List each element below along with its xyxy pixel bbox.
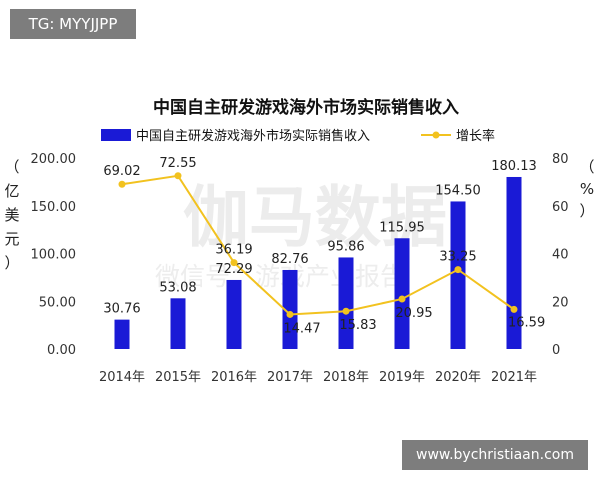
bar: [170, 298, 186, 349]
y-right-tick: 20: [552, 295, 569, 310]
y-right-label-char: （: [579, 158, 594, 176]
axes: 0.00 50.00 100.00 150.00 200.00 0 20 40 60 80 （ 亿美元…: [4, 152, 594, 385]
x-tick-label: 2019年: [379, 370, 425, 385]
growth-line: [118, 172, 518, 318]
bar-value-label: 115.95: [379, 220, 425, 235]
bar-value-label: 30.76: [103, 302, 140, 317]
growth-point: [230, 259, 238, 267]
x-tick-label: 2014年: [99, 370, 145, 385]
x-tick-label: 2016年: [211, 370, 257, 385]
y-right-tick: 60: [552, 200, 569, 215]
growth-value-label: 14.47: [283, 321, 320, 336]
growth-value-label: 20.95: [395, 306, 432, 321]
tag-label: TG: MYYJJPP: [10, 9, 136, 39]
bar-value-label: 180.13: [491, 159, 537, 174]
bar-value-label: 154.50: [435, 183, 481, 198]
y-right-label-char: ）: [579, 202, 594, 220]
bar: [338, 257, 354, 349]
x-tick-label: 2021年: [491, 370, 537, 385]
x-tick-label: 2017年: [267, 370, 313, 385]
growth-value-label: 69.02: [103, 164, 140, 179]
bar: [394, 238, 410, 349]
growth-point: [510, 305, 518, 313]
bar: [282, 269, 298, 349]
chart-watermark: 伽马数据 微信号：游戏产业报告: [155, 179, 447, 291]
growth-line-path: [121, 174, 515, 316]
y-left-label-char: ）: [4, 254, 19, 272]
x-tick-label: 2018年: [323, 370, 369, 385]
bar: [114, 319, 130, 349]
y-right-tick: 0: [552, 343, 560, 358]
data-labels: 30.76 53.08 72.29 82.76 95.86 115.95 154.50 180…: [103, 156, 545, 337]
y-right-label-char: %: [580, 180, 594, 198]
bar-value-label: 95.86: [327, 239, 364, 254]
growth-value-label: 15.83: [339, 318, 376, 333]
watermark-url: www.bychristiaan.com: [402, 440, 588, 470]
y-left-label-char: 亿: [4, 182, 19, 200]
growth-point: [118, 180, 126, 188]
bar: [226, 279, 242, 349]
y-right-tick: 40: [552, 248, 569, 263]
growth-value-label: 72.55: [159, 156, 196, 171]
bars: [114, 176, 522, 349]
growth-point: [454, 266, 462, 274]
x-tick-label: 2020年: [435, 370, 481, 385]
y-left-label-char: 美: [4, 206, 19, 224]
bar-value-label: 53.08: [159, 280, 196, 295]
legend: 中国自主研发游戏海外市场实际销售收入 增长率: [101, 128, 495, 144]
growth-value-label: 16.59: [508, 315, 545, 330]
growth-point: [342, 307, 350, 315]
legend-bar-label: 中国自主研发游戏海外市场实际销售收入: [136, 128, 370, 144]
bar: [450, 201, 466, 349]
y-left-tick: 0.00: [47, 343, 76, 358]
growth-value-label: 36.19: [215, 243, 252, 258]
x-tick-label: 2015年: [155, 370, 201, 385]
growth-point: [286, 310, 294, 318]
watermark-subtitle: 微信号：游戏产业报告: [155, 262, 405, 291]
legend-line-label: 增长率: [456, 128, 495, 144]
y-left-tick: 100.00: [31, 248, 77, 263]
growth-value-label: 33.25: [439, 250, 476, 265]
y-left-label-char: 元: [4, 230, 19, 248]
y-left-tick: 200.00: [31, 152, 77, 167]
y-left-tick: 50.00: [39, 295, 76, 310]
chart-title: 中国自主研发游戏海外市场实际销售收入: [153, 97, 459, 118]
y-right-tick: 80: [552, 152, 569, 167]
y-left-tick: 150.00: [31, 200, 77, 215]
legend-bar-swatch: [101, 129, 131, 141]
y-left-label-char: （: [4, 158, 19, 176]
bar-value-label: 82.76: [271, 252, 308, 267]
legend-line-marker: [432, 131, 440, 139]
growth-point: [398, 295, 406, 303]
bar-value-label: 72.29: [215, 262, 252, 277]
growth-point: [174, 172, 182, 180]
